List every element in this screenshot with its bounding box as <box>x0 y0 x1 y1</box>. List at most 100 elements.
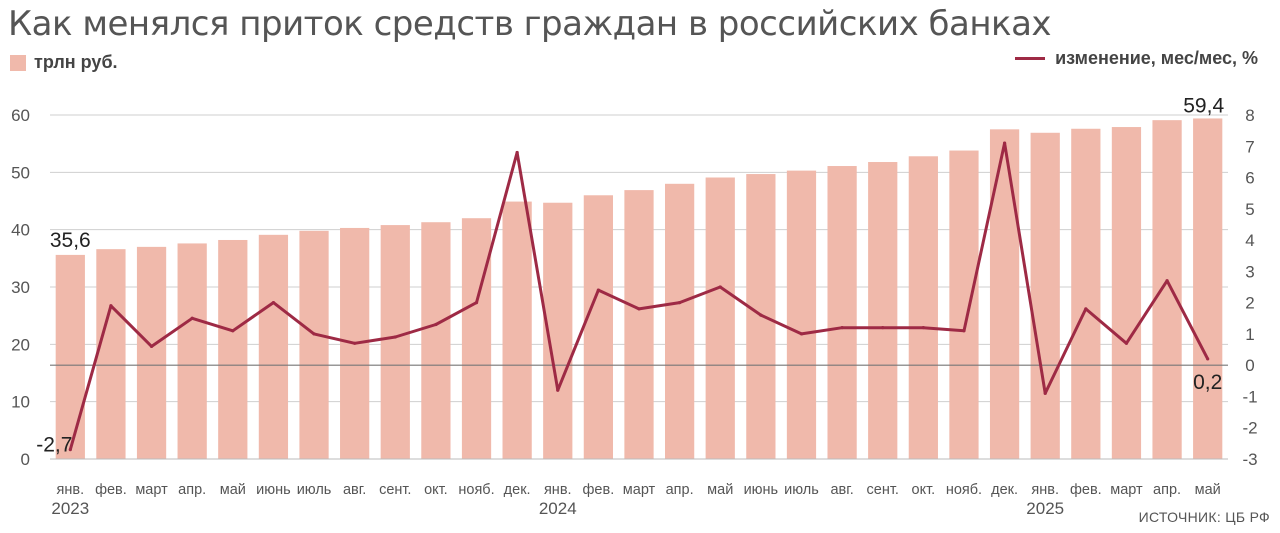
x-tick-label: апр. <box>666 482 694 498</box>
y-left-tick-label: 50 <box>11 163 30 182</box>
x-tick-label: июль <box>784 482 819 498</box>
line-point <box>840 326 844 330</box>
line-point <box>1002 141 1007 145</box>
x-tick-label: июль <box>297 482 332 498</box>
x-tick-label: фев. <box>583 482 615 498</box>
bar <box>624 190 654 459</box>
bar <box>949 150 979 459</box>
x-tick-label: март <box>135 482 168 498</box>
bar <box>583 195 614 459</box>
line-point <box>109 304 113 308</box>
data-label-first-line: -2,7 <box>36 434 72 457</box>
source-note: ИСТОЧНИК: ЦБ РФ <box>1138 509 1270 525</box>
line-point <box>881 326 885 330</box>
bar <box>1030 132 1060 460</box>
line-point <box>353 341 357 345</box>
x-tick-label: июнь <box>744 482 779 498</box>
line-point <box>799 332 804 336</box>
bar <box>380 225 410 459</box>
chart-title: Как менялся приток средств граждан в рос… <box>8 4 1052 44</box>
bar <box>218 239 248 459</box>
bar <box>96 249 126 459</box>
line-point <box>678 301 682 305</box>
line-point <box>515 150 519 155</box>
x-tick-label: сент. <box>379 482 411 498</box>
x-year-label: 2025 <box>1026 499 1064 518</box>
legend-line: изменение, мес/мес, % <box>1015 48 1258 69</box>
y-right-tick-label: 2 <box>1245 294 1254 313</box>
x-tick-label: апр. <box>1153 482 1181 498</box>
y-left-tick-label: 0 <box>21 450 30 469</box>
legend-bar-label: трлн руб. <box>34 52 118 72</box>
x-tick-label: янв. <box>57 482 85 498</box>
line-point <box>231 329 235 333</box>
legend-line-label: изменение, мес/мес, % <box>1055 48 1258 68</box>
y-right-tick-label: 1 <box>1245 325 1254 344</box>
x-tick-label: дек. <box>504 482 531 498</box>
line-point <box>759 313 763 317</box>
legend-bar-swatch <box>10 54 26 71</box>
bar <box>1111 127 1142 459</box>
line-point <box>1043 391 1047 395</box>
y-right-tick-label: 3 <box>1245 262 1254 281</box>
y-right-tick-label: 0 <box>1245 356 1254 375</box>
line-point <box>68 448 72 452</box>
x-tick-label: янв. <box>1031 482 1059 498</box>
line-point <box>474 301 479 305</box>
y-right-tick-label: 4 <box>1245 231 1254 250</box>
line-point <box>921 326 925 330</box>
y-right-tick-label: 6 <box>1245 169 1254 188</box>
y-left-tick-label: 10 <box>11 393 30 412</box>
x-year-label: 2023 <box>51 499 89 518</box>
line-point <box>149 344 154 349</box>
x-tick-label: авг. <box>830 482 853 498</box>
y-right-tick-label: -1 <box>1242 387 1257 406</box>
bar <box>1071 128 1101 459</box>
x-tick-label: май <box>220 482 246 498</box>
line-point <box>271 301 276 305</box>
x-tick-label: фев. <box>95 482 127 498</box>
bar <box>1193 118 1223 459</box>
bar <box>868 162 898 459</box>
bar <box>461 218 492 459</box>
line-point <box>434 322 438 327</box>
bar <box>177 243 207 459</box>
x-tick-label: окт. <box>912 482 936 498</box>
x-tick-label: авг. <box>343 482 366 498</box>
line-point <box>190 316 194 320</box>
line-point <box>596 288 600 292</box>
line-point <box>393 335 397 339</box>
bar <box>502 201 532 459</box>
x-tick-label: сент. <box>867 482 899 498</box>
bar <box>705 177 735 459</box>
x-tick-label: дек. <box>991 482 1018 498</box>
bar <box>55 254 85 459</box>
data-label-last-line: 0,2 <box>1193 371 1222 394</box>
y-left-tick-label: 60 <box>11 106 30 125</box>
legend-bars: трлн руб. <box>10 52 118 73</box>
bar <box>908 156 938 459</box>
x-tick-label: фев. <box>1070 482 1102 498</box>
x-tick-label: нояб. <box>946 482 982 498</box>
y-right-tick-label: -3 <box>1242 450 1257 469</box>
bar <box>258 234 289 459</box>
bar <box>664 183 695 460</box>
bar <box>136 246 167 459</box>
y-right-tick-label: -2 <box>1242 419 1257 438</box>
x-tick-label: апр. <box>178 482 206 498</box>
bar <box>827 166 857 459</box>
line-point <box>1165 279 1169 283</box>
line-point <box>718 285 722 289</box>
x-tick-label: нояб. <box>458 482 494 498</box>
line-point <box>962 329 966 333</box>
y-left-tick-label: 20 <box>11 335 30 354</box>
bar <box>421 222 451 459</box>
legend-line-swatch <box>1015 57 1046 60</box>
x-tick-label: май <box>707 482 733 498</box>
line-point <box>1124 341 1129 345</box>
bar <box>989 129 1020 460</box>
y-right-tick-label: 8 <box>1245 106 1254 125</box>
bar <box>299 230 329 459</box>
x-tick-label: март <box>623 482 656 498</box>
